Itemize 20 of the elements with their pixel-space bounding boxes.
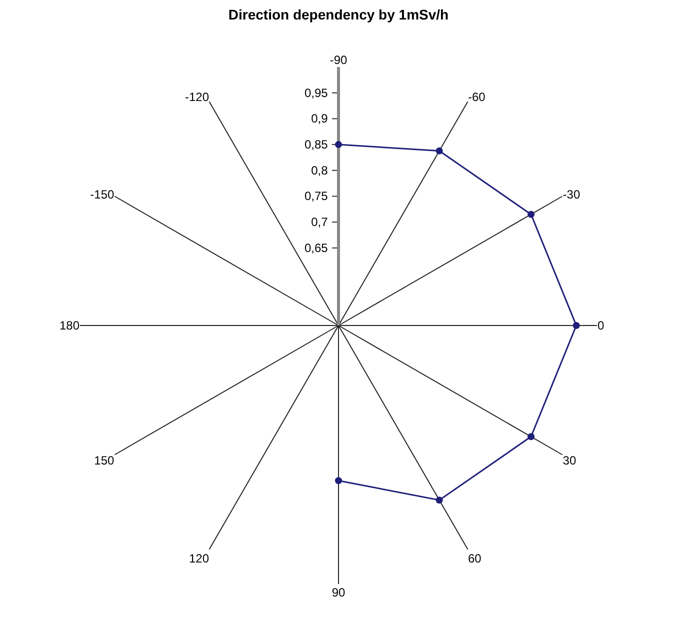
spoke-label: 180	[59, 318, 80, 333]
y-tick-label: 0,85	[304, 137, 328, 152]
spoke-label: -120	[184, 90, 210, 104]
spoke-label: 0	[598, 318, 604, 333]
y-tick-label: 0,9	[311, 112, 328, 126]
y-tick-label: 0,65	[304, 240, 328, 255]
y-tick-label: 0,8	[311, 163, 328, 178]
spoke-label: 60	[468, 551, 482, 566]
chart-title: Direction dependency by 1mSv/h	[228, 6, 449, 22]
spoke-label: 150	[94, 454, 115, 468]
spoke-label: -30	[562, 187, 580, 202]
spoke-label: 30	[562, 454, 576, 468]
y-tick-label: 0,75	[304, 189, 328, 204]
y-tick-label: 0,7	[311, 215, 328, 229]
spoke-label: 120	[188, 551, 210, 566]
spoke-label: -150	[90, 187, 115, 202]
spoke-label: 90	[332, 586, 346, 600]
spoke-label: -60	[468, 90, 486, 104]
y-tick-label: 0,95	[304, 86, 328, 100]
spoke-label: -90	[330, 53, 348, 68]
